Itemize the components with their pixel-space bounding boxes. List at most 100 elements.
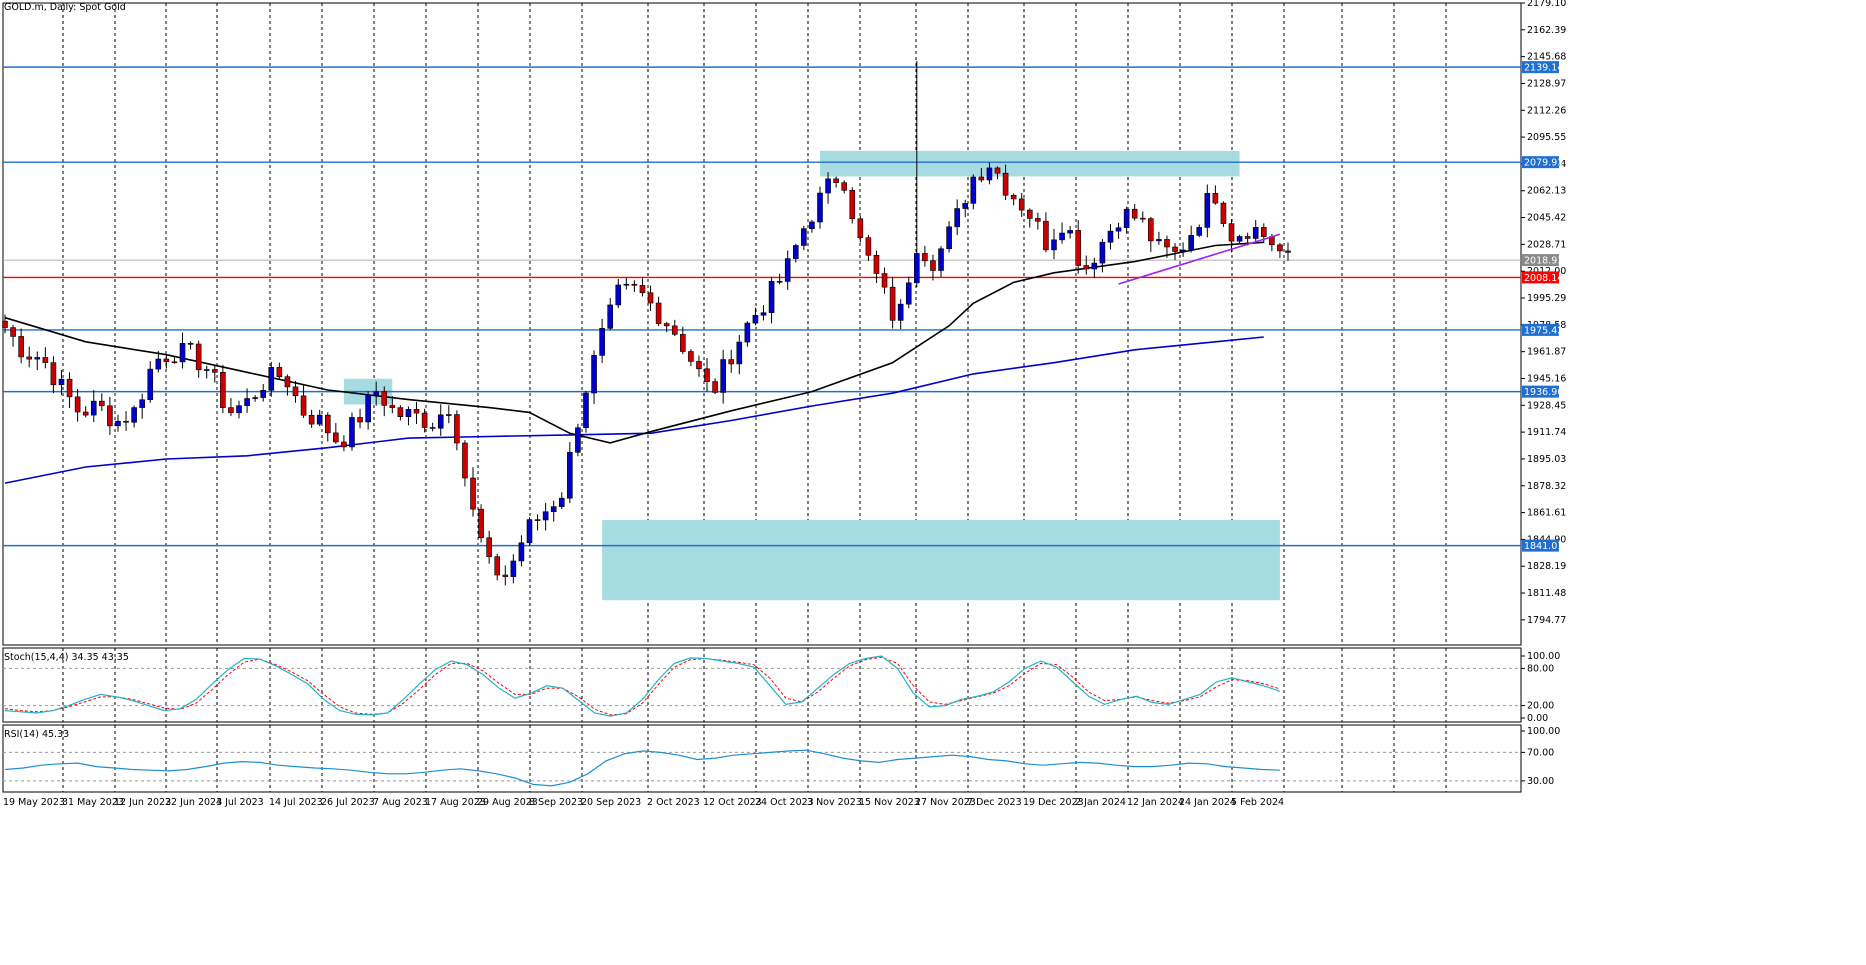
price-tick-label: 2128.97 <box>1527 78 1566 89</box>
x-tick-label: 24 Jan 2024 <box>1179 797 1236 808</box>
candle-bull <box>962 203 969 209</box>
price-tick-label: 2162.39 <box>1527 25 1566 36</box>
candle-bull <box>316 414 323 425</box>
candle-bull <box>954 208 960 228</box>
candle-bear <box>704 368 710 382</box>
candle-bear <box>333 432 339 443</box>
candle-bear <box>671 325 678 335</box>
candle-bull <box>131 407 137 423</box>
candle-bear <box>10 327 16 337</box>
candle-bull <box>236 405 242 414</box>
candle-bear <box>1172 246 1178 252</box>
candle-bear <box>187 343 194 345</box>
x-tick-label: 26 Jul 2023 <box>321 797 375 808</box>
candle-bear <box>82 411 89 416</box>
candle-bull <box>1252 227 1259 239</box>
candle-bull <box>615 284 622 306</box>
candle-bull <box>1204 193 1211 228</box>
x-tick-label: 2 Jan 2024 <box>1075 797 1126 808</box>
x-tick-label: 19 May 2023 <box>3 797 65 808</box>
candle-bear <box>123 420 129 423</box>
candle-bull <box>623 283 630 286</box>
candle-bear <box>228 407 234 414</box>
price-tick-label: 2095.55 <box>1527 132 1566 143</box>
candle-bear <box>421 412 428 428</box>
x-tick-label: 17 Aug 2023 <box>425 797 486 808</box>
candle-bear <box>978 176 985 181</box>
candle-bull <box>558 497 565 507</box>
candle-bear <box>1131 208 1138 219</box>
candle-bull <box>801 228 807 246</box>
price-tags: 2139.14 2079.93 2008.14 1975.42 1936.96 1841.… <box>1522 61 1563 552</box>
x-tick-label: 15 Nov 2023 <box>859 797 920 808</box>
price-tick-label: 1945.16 <box>1527 373 1566 384</box>
candle-bear <box>534 519 541 521</box>
candle-bull <box>736 341 743 365</box>
candle-bear <box>865 237 872 256</box>
x-tick-label: 24 Oct 2023 <box>755 797 814 808</box>
candle-bear <box>502 574 509 577</box>
candle-bear <box>1148 218 1154 242</box>
price-tick-label: 2179.10 <box>1527 0 1566 9</box>
candle-bull <box>752 314 759 324</box>
level-tag: 2008.14 <box>1524 273 1563 284</box>
candle-bull <box>720 359 726 393</box>
trendline-layer <box>1118 233 1281 285</box>
candle-bull <box>34 357 41 360</box>
candle-bull <box>1115 227 1122 232</box>
candle-bull <box>179 343 186 363</box>
candle-bear <box>107 405 113 427</box>
x-tick-label: 29 Aug 2023 <box>477 797 538 808</box>
candle-bull <box>825 178 831 194</box>
candle-bear <box>688 351 694 362</box>
rsi-axis-label: 30.00 <box>1527 776 1554 787</box>
candle-bear <box>1139 217 1146 220</box>
candle-bull <box>591 355 597 394</box>
candle-bull <box>244 398 250 406</box>
candle-bear <box>357 417 363 423</box>
candle-bear <box>857 218 864 238</box>
price-tick-label: 1811.48 <box>1527 588 1566 599</box>
support-resistance-zone <box>602 519 1280 601</box>
candle-bear <box>211 369 218 373</box>
candle-bull <box>437 414 444 429</box>
x-tick-label: 8 Sep 2023 <box>529 797 583 808</box>
x-tick-label: 5 Feb 2024 <box>1231 797 1284 808</box>
trendline <box>1118 233 1281 285</box>
candle-bear <box>478 508 484 539</box>
candle-bear <box>2 320 8 328</box>
candle-bull <box>1123 208 1130 229</box>
candle-bear <box>42 357 49 363</box>
candle-bull <box>599 328 605 356</box>
candle-bull <box>349 417 355 448</box>
candle-bull <box>1091 262 1098 270</box>
x-tick-label: 12 Jun 2023 <box>114 797 171 808</box>
candle-bear <box>462 442 468 479</box>
candle-bear <box>1277 244 1283 252</box>
candle-bull <box>986 167 993 181</box>
price-tick-label: 2028.71 <box>1527 239 1566 250</box>
candle-bear <box>1228 223 1235 242</box>
candle-bear <box>381 391 388 406</box>
stoch-axis-label: 100.00 <box>1527 651 1560 662</box>
candle-bear <box>881 273 888 288</box>
candle-bear <box>1083 265 1090 270</box>
zones-layer <box>343 150 1280 601</box>
price-tick-label: 2112.26 <box>1527 105 1566 116</box>
candle-bear <box>292 386 299 397</box>
candle-bull <box>446 414 452 416</box>
candle-bear <box>631 283 638 286</box>
rsi-line <box>4 749 1280 787</box>
candle-bear <box>680 334 686 352</box>
candle-bear <box>1260 227 1267 237</box>
candle-bear <box>1220 202 1227 224</box>
x-tick-label: 4 Jul 2023 <box>216 797 264 808</box>
candle-bear <box>1043 220 1049 251</box>
candle-bear <box>66 378 73 398</box>
level-tag-bg <box>1522 323 1559 336</box>
candle-bear <box>1018 198 1025 211</box>
candle-bear <box>849 190 856 220</box>
candle-bull <box>58 378 65 386</box>
candle-bear <box>1035 218 1041 222</box>
